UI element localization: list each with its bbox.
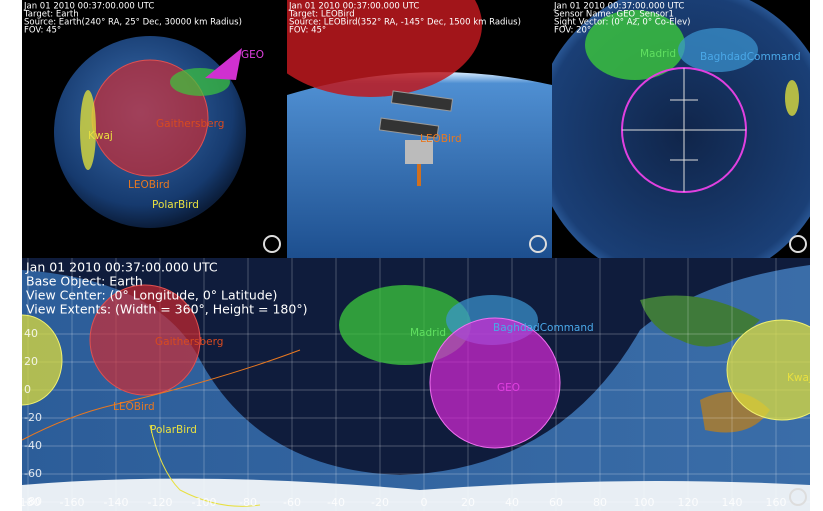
logo: [529, 235, 547, 253]
object-label: Gaithersberg: [155, 336, 223, 348]
x-tick-label: 40: [505, 496, 519, 509]
x-tick-label: -120: [148, 496, 173, 509]
x-tick-label: -100: [192, 496, 217, 509]
x-tick-label: 120: [678, 496, 699, 509]
x-tick-label: -40: [327, 496, 345, 509]
x-tick-label: 140: [722, 496, 743, 509]
orbit-track: [149, 424, 261, 507]
y-tick-label: -20: [24, 411, 42, 424]
x-tick-label: 60: [549, 496, 563, 509]
x-tick-label: -140: [104, 496, 129, 509]
object-label: Kwaj: [88, 130, 113, 142]
night-region: [22, 258, 810, 475]
x-tick-label: -180: [16, 496, 41, 509]
crosshair: [622, 68, 746, 192]
map-header: Jan 01 2010 00:37:00.000 UTC: [25, 260, 218, 275]
y-tick-label: -40: [24, 439, 42, 452]
map-view: Gaithersberg Madrid BaghdadCommand GEO K…: [16, 258, 812, 511]
map-header: View Extents: (Width = 360°, Height = 18…: [26, 302, 307, 317]
x-tick-label: 20: [461, 496, 475, 509]
coverage: [287, 0, 482, 97]
logo: [789, 235, 807, 253]
y-tick-label: -80: [24, 495, 42, 508]
orbit-track: [22, 349, 301, 441]
view-3: Madrid BaghdadCommand: [552, 0, 810, 258]
view-2: LEOBird: [287, 0, 552, 258]
x-tick-label: 80: [593, 496, 607, 509]
x-tick-label: 0: [421, 496, 428, 509]
satellite: [378, 90, 454, 186]
coverage: [80, 90, 96, 170]
view-header: Source: LEOBird(352° RA, -145° Dec, 1500…: [289, 18, 521, 28]
object-label: LEOBird: [420, 133, 462, 145]
antarctica: [22, 478, 810, 511]
x-tick-label: 100: [634, 496, 655, 509]
view-header: Source: Earth(240° RA, 25° Dec, 30000 km…: [24, 18, 242, 28]
view-header: Jan 01 2010 00:37:00.000 UTC: [23, 2, 154, 12]
logo: [789, 488, 807, 506]
x-tick-label: -60: [283, 496, 301, 509]
coverage: [785, 80, 799, 116]
view-header: FOV: 45°: [289, 26, 326, 36]
x-tick-label: 160: [766, 496, 787, 509]
object-label: Madrid: [410, 327, 446, 339]
x-tick-label: -80: [239, 496, 257, 509]
coverage: [22, 314, 63, 406]
object-label: PolarBird: [152, 199, 199, 211]
view-header: Sensor Name: GEO_Sensor1: [554, 10, 674, 20]
view-header: Sight Vector: (0° Az, 0° Co-Elev): [554, 18, 690, 28]
object-label: Gaithersberg: [156, 118, 224, 130]
view-1: GEO Gaithersberg Kwaj LEOBird PolarBird: [22, 0, 287, 258]
object-label: BaghdadCommand: [493, 322, 594, 334]
coverage: [89, 284, 201, 396]
view-header: Target: LEOBird: [288, 10, 355, 20]
coverage: [678, 28, 758, 72]
view-header: FOV: 45°: [24, 26, 61, 36]
y-tick-label: 0: [24, 383, 31, 396]
view-header: Target: Earth: [23, 10, 79, 20]
sensor-cone: [205, 48, 242, 80]
coverage: [726, 319, 810, 421]
object-label: BaghdadCommand: [700, 51, 801, 63]
object-label: Madrid: [640, 48, 676, 60]
map-header: View Center: (0° Longitude, 0° Latitude): [26, 288, 277, 303]
object-label: GEO: [241, 49, 264, 61]
view-header: Jan 01 2010 00:37:00.000 UTC: [288, 2, 419, 12]
coverage: [339, 285, 471, 365]
view-header: FOV: 20°: [554, 26, 591, 36]
y-tick-label: -60: [24, 467, 42, 480]
y-tick-label: 40: [24, 327, 38, 340]
y-tick-label: 20: [24, 355, 38, 368]
object-label: PolarBird: [150, 424, 197, 436]
grid: [22, 258, 810, 511]
coverage: [429, 317, 561, 449]
logo: [263, 235, 281, 253]
map-header: Base Object: Earth: [26, 274, 143, 289]
object-label: LEOBird: [113, 401, 155, 413]
object-label: LEOBird: [128, 179, 170, 191]
coverage: [585, 10, 685, 80]
x-tick-label: -160: [60, 496, 85, 509]
object-label: GEO: [497, 382, 520, 394]
x-tick-label: -20: [371, 496, 389, 509]
land: [640, 295, 760, 347]
view-header: Jan 01 2010 00:37:00.000 UTC: [553, 2, 684, 12]
object-label: Kwaj: [787, 372, 812, 384]
